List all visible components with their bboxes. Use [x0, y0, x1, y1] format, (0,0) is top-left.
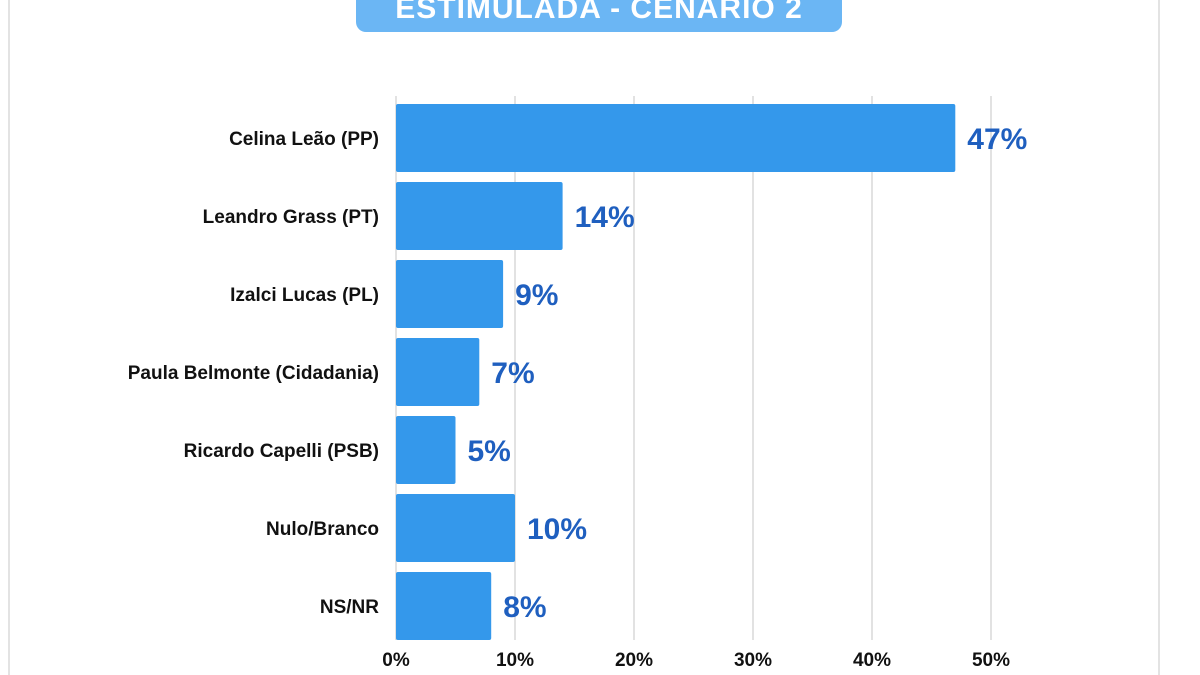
bar: [396, 494, 515, 562]
x-tick-label: 0%: [382, 650, 410, 671]
bar: [396, 260, 504, 328]
chart-title: ESTIMULADA - CENÁRIO 2: [356, 0, 842, 32]
x-axis-ticks: 0% 10% 20% 30% 40% 50%: [382, 650, 1010, 671]
value-label: 9%: [515, 279, 558, 312]
bar: [396, 182, 563, 250]
category-label: Paula Belmonte (Cidadania): [128, 363, 379, 384]
category-label: Ricardo Capelli (PSB): [184, 441, 379, 462]
category-label: NS/NR: [320, 597, 379, 618]
category-labels: Celina Leão (PP) Leandro Grass (PT) Izalci…: [128, 129, 380, 618]
x-tick-label: 50%: [972, 650, 1010, 671]
category-label: Leandro Grass (PT): [203, 207, 379, 228]
x-tick-label: 10%: [496, 650, 534, 671]
bars: [396, 104, 956, 640]
category-label: Celina Leão (PP): [229, 129, 379, 150]
value-label: 47%: [967, 123, 1027, 156]
left-border: [8, 0, 10, 675]
bar: [396, 416, 456, 484]
value-labels: 47% 14% 9% 7% 5% 10% 8%: [468, 123, 1028, 624]
x-tick-label: 30%: [734, 650, 772, 671]
value-label: 14%: [575, 201, 635, 234]
category-label: Nulo/Branco: [266, 519, 379, 540]
value-label: 7%: [491, 357, 534, 390]
bar: [396, 572, 492, 640]
right-border: [1158, 0, 1160, 675]
category-label: Izalci Lucas (PL): [230, 285, 379, 306]
bar: [396, 104, 956, 172]
value-label: 5%: [468, 435, 511, 468]
x-tick-label: 40%: [853, 650, 891, 671]
x-tick-label: 20%: [615, 650, 653, 671]
value-label: 8%: [503, 591, 546, 624]
bar: [396, 338, 480, 406]
value-label: 10%: [527, 513, 587, 546]
